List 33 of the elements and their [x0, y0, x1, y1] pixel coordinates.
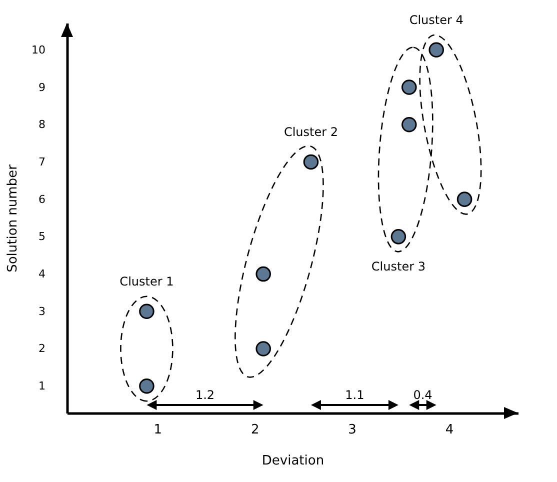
series-label: Cluster 4: [409, 12, 464, 27]
point: [256, 341, 271, 356]
x-tick-label: 1: [154, 422, 162, 438]
point: [303, 154, 319, 170]
y-tick-label: 3: [38, 304, 46, 318]
y-tick-label: 10: [32, 43, 46, 56]
annotation: 1.2: [195, 388, 215, 402]
y-tick-label: 6: [38, 192, 46, 206]
x-axis-title: Deviation: [262, 454, 324, 468]
y-axis-title: Solution number: [6, 164, 21, 272]
y-tick-label: 4: [38, 268, 46, 281]
x-tick-label: 4: [445, 422, 454, 438]
point: [428, 42, 444, 58]
annotation: 0.4: [413, 388, 432, 402]
x-tick-label: 3: [348, 422, 356, 438]
x-tick-label: 2: [250, 422, 260, 438]
point: [401, 80, 417, 95]
series-label: Cluster 3: [371, 260, 426, 274]
y-tick-label: 8: [38, 118, 46, 132]
point: [139, 378, 154, 394]
point: [390, 229, 406, 244]
y-tick-label: 5: [38, 230, 46, 244]
point: [256, 266, 271, 282]
series-label: Cluster 1: [120, 274, 174, 288]
point: [456, 192, 472, 207]
annotation: 1.1: [345, 388, 364, 402]
point: [401, 116, 417, 132]
y-tick-label: 2: [38, 342, 46, 356]
y-tick-label: 7: [38, 155, 46, 168]
series-label: Cluster 2: [284, 124, 338, 139]
y-tick-label: 9: [38, 80, 46, 94]
point: [139, 304, 154, 320]
y-tick-label: 1: [38, 380, 46, 393]
